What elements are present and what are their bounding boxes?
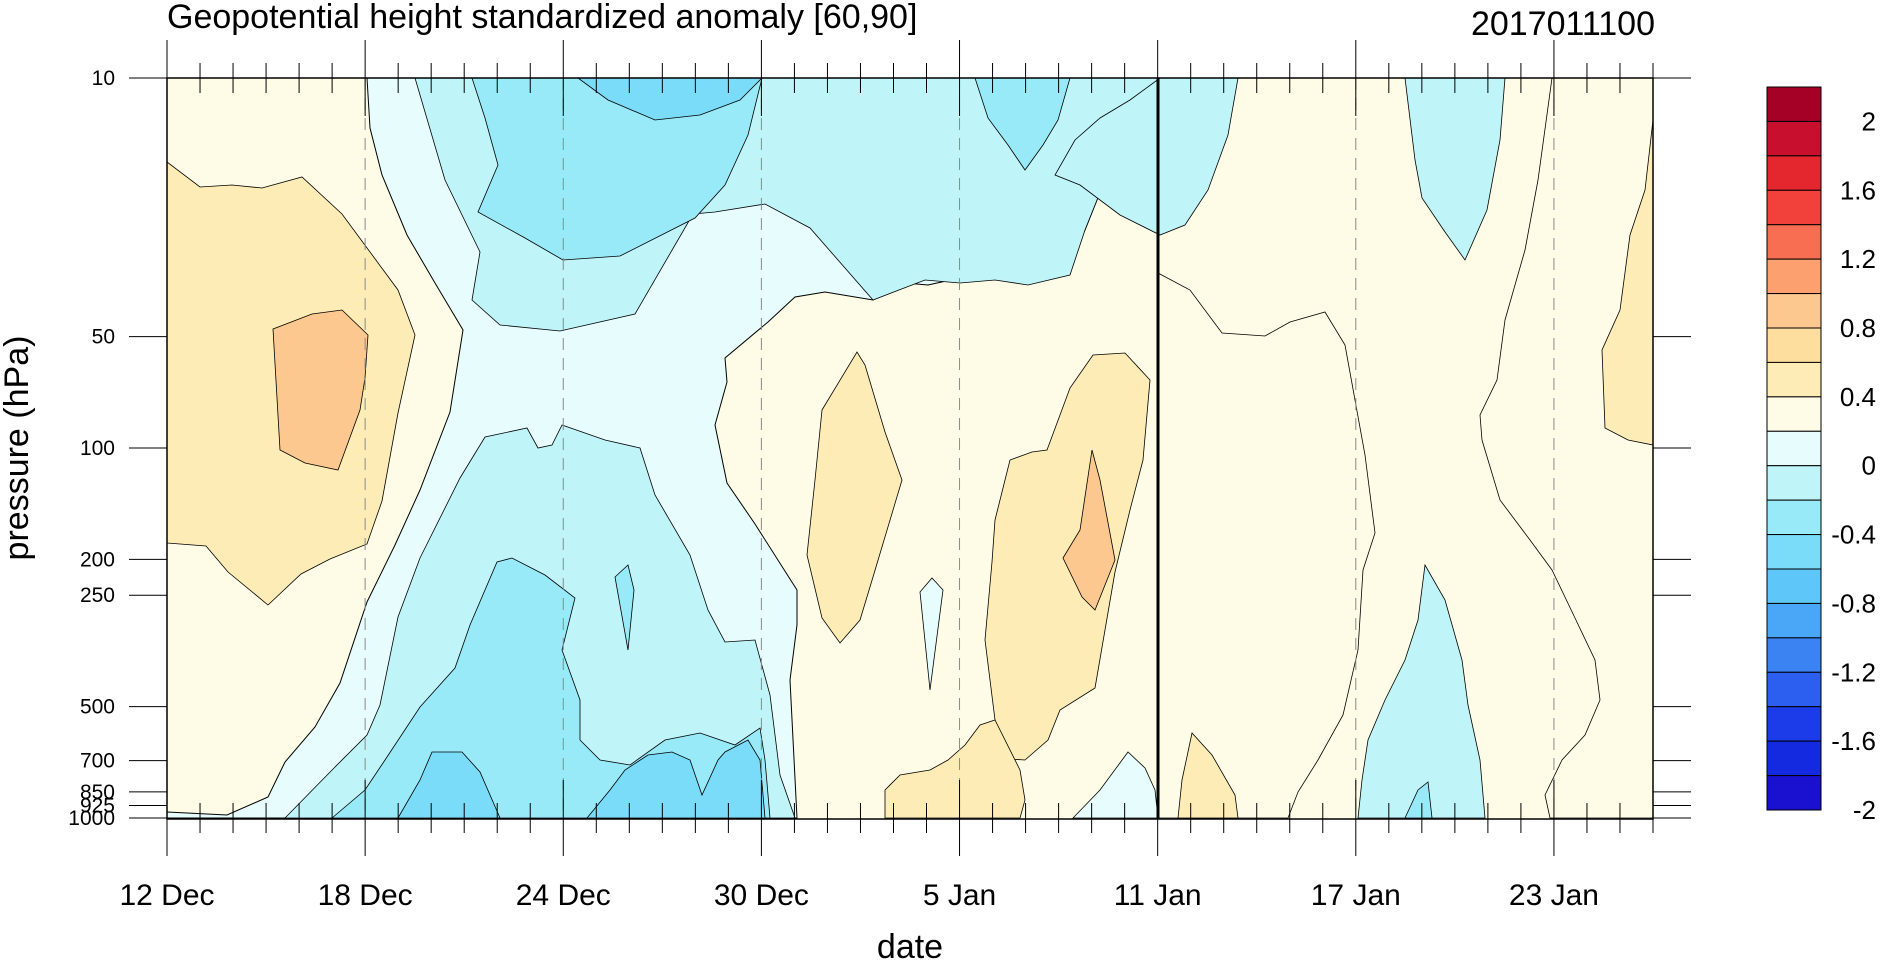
colorbar-swatch-11 (1766, 465, 1822, 501)
region-negative-upper-right (974, 78, 1071, 171)
colorbar-swatch-12 (1766, 499, 1822, 536)
colorbar-label-8: -1.2 (1831, 657, 1876, 687)
x-tick-label-6: 17 Jan (1311, 879, 1401, 912)
colorbar-swatch-5 (1766, 258, 1822, 295)
region-negative-upper-bump (577, 78, 763, 121)
region-negative-upper-core (471, 78, 763, 261)
x-tick-label-2: 24 Dec (516, 879, 611, 912)
x-axis-ticks (166, 40, 1654, 856)
colorbar-swatch-0 (1766, 86, 1822, 122)
y-tick-label-5: 500 (80, 696, 115, 719)
region-warm-far-right (1479, 78, 1653, 819)
colorbar-swatch-18 (1766, 706, 1822, 742)
colorbar-label-10: -2 (1853, 795, 1876, 825)
colorbar-label-4: 0.4 (1840, 382, 1876, 412)
anomaly-contour-field (167, 78, 1653, 819)
x-tick-label-4: 5 Jan (923, 879, 996, 912)
x-tick-label-7: 23 Jan (1509, 879, 1599, 912)
region-negative-islet (919, 577, 944, 691)
colorbar-swatch-6 (1766, 293, 1822, 329)
chart-subtitle: 2017011100 (1471, 5, 1655, 43)
colorbar-swatch-16 (1766, 637, 1822, 673)
x-tick-label-0: 12 Dec (119, 879, 214, 912)
colorbar-label-0: 2 (1862, 106, 1876, 136)
x-axis-tick-labels: 12 Dec 18 Dec 24 Dec 30 Dec 5 Jan 11 Jan 17 Ja… (119, 879, 1599, 912)
y-tick-label-7: 850 (80, 781, 115, 804)
plot-frame (166, 77, 1654, 820)
colorbar-swatch-17 (1766, 671, 1822, 708)
colorbar-label-1: 1.6 (1840, 175, 1876, 205)
y-tick-label-0: 10 (92, 67, 115, 90)
colorbar-swatch-20 (1766, 775, 1822, 811)
y-tick-label-9: 1000 (68, 807, 115, 830)
colorbar-swatch-1 (1766, 120, 1822, 157)
x-tick-label-5: 11 Jan (1114, 879, 1202, 912)
colorbar-labels: 2 1.6 1.2 0.8 0.4 0 -0.4 -0.8 -1.2 -1.6 -2 (1831, 106, 1876, 825)
colorbar-swatch-14 (1766, 568, 1822, 604)
region-negative-upper-right-band (1054, 78, 1239, 236)
region-negative-lower-sliver (614, 564, 635, 651)
x-axis-label: date (877, 928, 943, 963)
colorbar-swatch-19 (1766, 740, 1822, 777)
colorbar-label-2: 1.2 (1840, 244, 1876, 274)
x-tick-label-3: 30 Dec (714, 879, 809, 912)
region-negative-far-right-core (1404, 781, 1433, 819)
y-axis-ticks (129, 77, 1691, 819)
colorbar-label-3: 0.8 (1840, 313, 1876, 343)
colorbar-label-7: -0.8 (1831, 588, 1876, 618)
region-negative-lower-patch-b (586, 739, 766, 819)
colorbar-swatch-13 (1766, 534, 1822, 570)
colorbar-swatch-4 (1766, 224, 1822, 260)
colorbar (1766, 86, 1822, 811)
y-tick-label-8: 925 (80, 794, 115, 817)
region-warm-far-right-band (1601, 119, 1653, 446)
region-warm-core (1062, 449, 1116, 611)
colorbar-label-6: -0.4 (1831, 520, 1876, 550)
colorbar-label-5: 0 (1862, 451, 1876, 481)
colorbar-swatch-15 (1766, 602, 1822, 639)
y-tick-label-6: 700 (80, 750, 115, 773)
region-negative-lower-patch-a (397, 751, 501, 819)
y-tick-label-1: 50 (92, 326, 115, 349)
region-negative-far-right (1357, 563, 1486, 819)
y-tick-label-4: 250 (80, 584, 115, 607)
region-warm-lower-right (1177, 732, 1239, 819)
region-positive-right (1157, 272, 1376, 819)
y-axis-label: pressure (hPa) (0, 336, 36, 561)
region-negative-far-right-upper (1404, 78, 1506, 261)
colorbar-swatch-9 (1766, 396, 1822, 432)
colorbar-label-9: -1.6 (1831, 726, 1876, 756)
y-tick-label-3: 200 (80, 548, 115, 571)
x-tick-label-1: 18 Dec (318, 879, 413, 912)
colorbar-swatch-3 (1766, 189, 1822, 226)
colorbar-swatch-2 (1766, 155, 1822, 191)
region-left-bump (272, 309, 369, 471)
colorbar-swatch-10 (1766, 430, 1822, 467)
region-lower-warm-tongue (884, 719, 1026, 819)
chart-title: Geopotential height standardized anomaly… (167, 0, 917, 36)
y-tick-label-2: 100 (80, 437, 115, 460)
colorbar-swatch-8 (1766, 361, 1822, 398)
colorbar-swatch-7 (1766, 327, 1822, 363)
region-warm-center (806, 351, 903, 644)
